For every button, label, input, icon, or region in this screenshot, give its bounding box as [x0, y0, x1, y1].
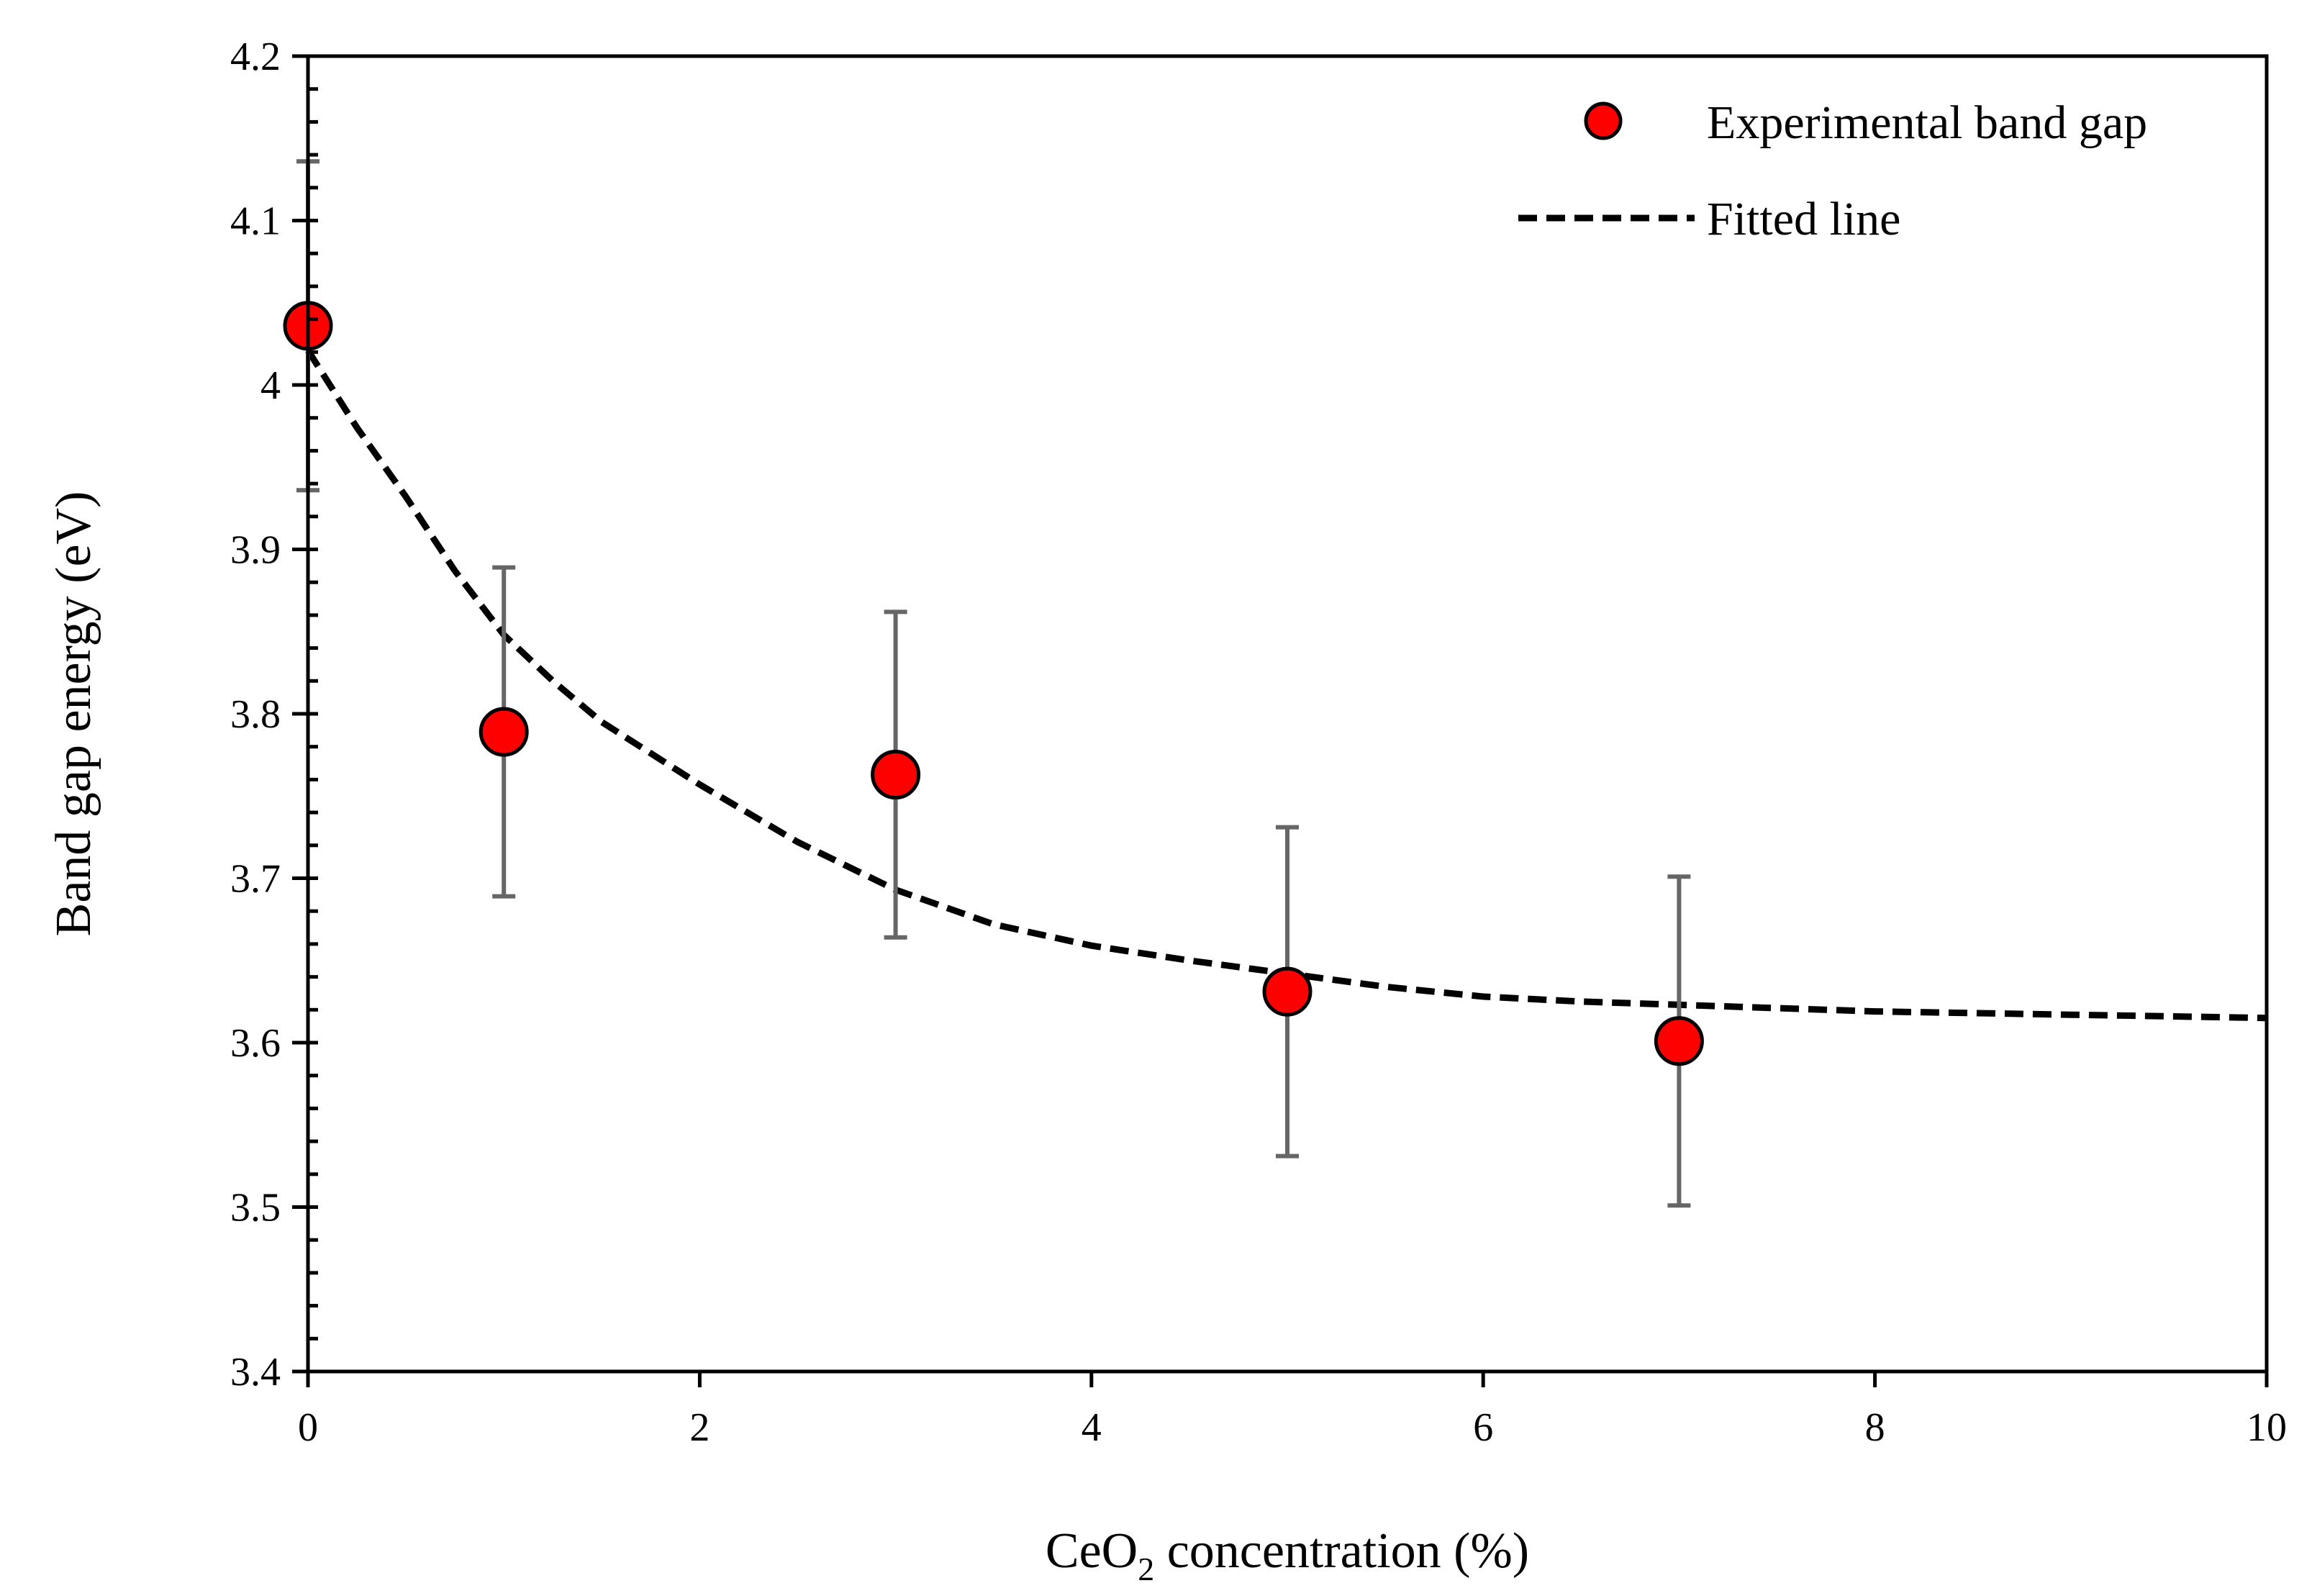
data-point-group [479, 565, 529, 899]
legend: Experimental band gap Fitted line [1518, 96, 2147, 245]
data-point [871, 750, 921, 800]
axes: 3.4 3.5 3.6 3.7 3.8 3.9 4 4.1 4.2 0 2 4 6 8 10 [230, 35, 2287, 1450]
x-tick-label: 8 [1865, 1405, 1885, 1450]
y-axis-title: Band gap energy (eV) [46, 491, 101, 937]
y-tick-label: 4 [260, 363, 281, 408]
fitted-line [305, 348, 2267, 1022]
y-tick-label: 4.1 [230, 199, 281, 244]
y-tick-label: 3.7 [230, 857, 281, 902]
plot-area [283, 159, 2267, 1208]
legend-label-fitted: Fitted line [1707, 193, 1900, 245]
x-axis-title-prefix: CeO [1046, 1523, 1138, 1579]
y-tick-label: 3.4 [230, 1350, 281, 1395]
x-tick-label: 2 [689, 1405, 710, 1450]
data-point [1654, 1016, 1704, 1066]
x-axis-title-subscript: 2 [1138, 1551, 1154, 1587]
x-tick-label: 10 [2247, 1405, 2287, 1450]
data-point-group [871, 609, 921, 940]
x-axis-title-suffix: concentration (%) [1154, 1523, 1529, 1579]
x-axis-title: CeO2 concentration (%) [1046, 1523, 1529, 1587]
legend-marker-experimental [1584, 101, 1623, 140]
data-point [479, 707, 529, 757]
y-tick-label: 3.9 [230, 528, 281, 573]
y-tick-label: 3.8 [230, 692, 281, 737]
x-tick-label: 0 [298, 1405, 318, 1450]
data-point-group [1262, 825, 1313, 1159]
data-point [1262, 966, 1313, 1017]
legend-label-experimental: Experimental band gap [1707, 96, 2147, 149]
data-point-group [1654, 874, 1704, 1208]
x-tick-label: 6 [1473, 1405, 1493, 1450]
y-tick-label: 4.2 [230, 35, 281, 79]
x-tick-label: 4 [1082, 1405, 1102, 1450]
y-tick-label: 3.5 [230, 1186, 281, 1230]
y-tick-label: 3.6 [230, 1021, 281, 1066]
